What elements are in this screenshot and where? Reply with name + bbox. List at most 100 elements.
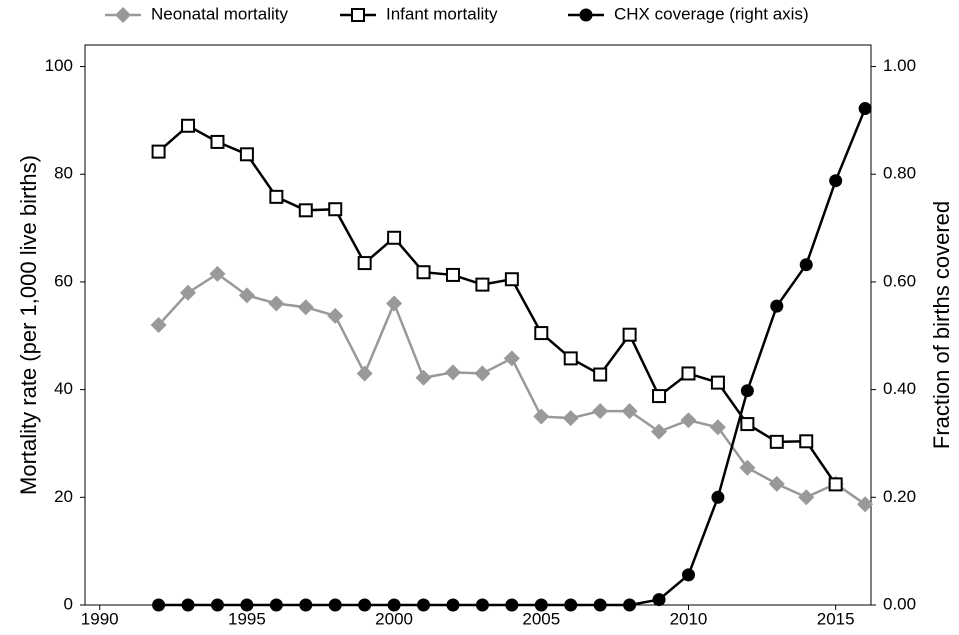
data-point (327, 307, 344, 324)
y-tick-label: 0 (64, 594, 73, 613)
data-point (210, 134, 225, 149)
data-point (829, 174, 843, 188)
data-point (593, 367, 608, 382)
y-tick-label: 80 (54, 164, 73, 183)
y-axis-title: Mortality rate (per 1,000 live births) (16, 155, 41, 495)
y2-tick-label: 0.40 (883, 379, 916, 398)
x-tick-label: 2005 (522, 609, 560, 628)
data-point (623, 598, 637, 612)
data-point (593, 598, 607, 612)
data-point (357, 256, 372, 271)
data-point (416, 265, 431, 280)
data-point (563, 351, 578, 366)
data-point (445, 267, 460, 282)
data-point (740, 384, 754, 398)
data-point (768, 475, 785, 492)
y2-tick-label: 0.80 (883, 164, 916, 183)
x-tick-label: 1995 (228, 609, 266, 628)
data-point (533, 408, 550, 425)
data-point (739, 459, 756, 476)
y2-tick-label: 1.00 (883, 56, 916, 75)
data-point (857, 496, 874, 513)
data-point (770, 299, 784, 313)
x-tick-label: 2015 (817, 609, 855, 628)
data-point (268, 295, 285, 312)
data-point (269, 189, 284, 204)
data-point (151, 144, 166, 159)
data-point (711, 490, 725, 504)
legend-label: Infant mortality (386, 4, 498, 23)
data-point (240, 598, 254, 612)
data-point (446, 598, 460, 612)
data-point (210, 598, 224, 612)
data-point (444, 364, 461, 381)
data-point (209, 265, 226, 282)
data-point (299, 598, 313, 612)
data-point (269, 598, 283, 612)
data-point (592, 403, 609, 420)
y-tick-label: 20 (54, 487, 73, 506)
data-point (652, 389, 667, 404)
data-point (239, 147, 254, 162)
y-tick-label: 40 (54, 379, 73, 398)
data-point (799, 258, 813, 272)
data-point (475, 277, 490, 292)
data-point (152, 598, 166, 612)
data-point (740, 417, 755, 432)
data-point (297, 299, 314, 316)
plot-frame (84, 44, 872, 606)
data-point (358, 598, 372, 612)
data-point (415, 369, 432, 386)
data-point (181, 598, 195, 612)
data-point (710, 375, 725, 390)
data-point (828, 477, 843, 492)
y-tick-label: 100 (45, 56, 73, 75)
legend-marker (579, 8, 593, 22)
y-tick-label: 60 (54, 271, 73, 290)
x-tick-label: 1990 (81, 609, 119, 628)
data-point (328, 598, 342, 612)
data-point (709, 419, 726, 436)
y2-tick-label: 0.00 (883, 594, 916, 613)
data-point (651, 423, 668, 440)
data-point (769, 434, 784, 449)
legend-label: CHX coverage (right axis) (614, 4, 809, 23)
data-point (621, 403, 638, 420)
data-point (622, 327, 637, 342)
x-tick-label: 2000 (375, 609, 413, 628)
data-point (504, 272, 519, 287)
data-point (150, 317, 167, 333)
data-point (298, 203, 313, 218)
series-line (157, 124, 837, 486)
data-point (387, 598, 401, 612)
data-point (180, 284, 197, 301)
data-point (534, 326, 549, 341)
series-line (157, 272, 866, 506)
data-point (534, 598, 548, 612)
data-point (328, 202, 343, 217)
y2-tick-label: 0.20 (883, 487, 916, 506)
legend-marker (351, 8, 365, 22)
data-point (387, 230, 402, 245)
data-point (417, 598, 431, 612)
y2-tick-label: 0.60 (883, 271, 916, 290)
data-point (562, 410, 579, 427)
legend-marker (115, 7, 131, 23)
data-point (503, 350, 520, 367)
data-point (799, 434, 814, 449)
data-point (652, 593, 666, 607)
data-point (680, 412, 697, 429)
data-point (681, 366, 696, 381)
x-tick-label: 2010 (670, 609, 708, 628)
data-point (474, 365, 491, 382)
data-point (181, 118, 196, 133)
legend-label: Neonatal mortality (151, 4, 289, 23)
data-point (386, 295, 403, 312)
data-point (564, 598, 578, 612)
data-point (238, 287, 255, 304)
data-point (356, 365, 373, 382)
data-point (858, 102, 872, 116)
data-point (505, 598, 519, 612)
